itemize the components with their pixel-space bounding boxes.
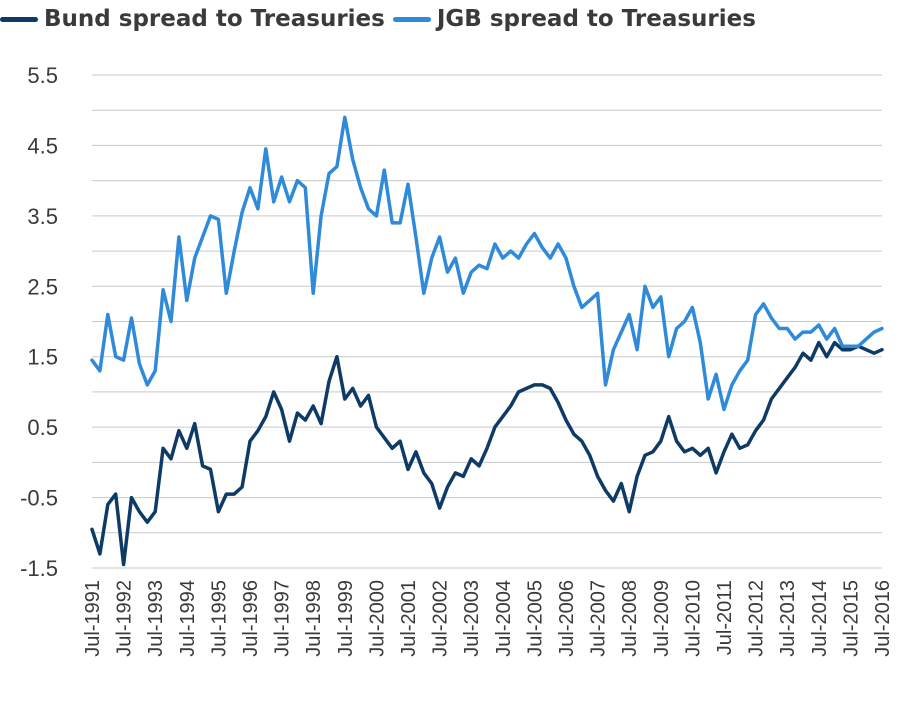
x-tick-label: Jul-2016 — [872, 580, 894, 657]
x-tick-label: Jul-2013 — [777, 580, 799, 657]
x-tick-label: Jul-1994 — [177, 580, 199, 657]
y-tick-label: 2.5 — [27, 274, 58, 299]
legend-swatch-bund — [0, 16, 38, 22]
x-tick-label: Jul-2003 — [461, 580, 483, 657]
x-tick-label: Jul-1999 — [335, 580, 357, 657]
x-tick-label: Jul-1992 — [114, 580, 136, 657]
x-tick-label: Jul-1995 — [208, 580, 230, 657]
y-tick-label: 1.5 — [27, 345, 58, 370]
x-tick-label: Jul-2010 — [682, 580, 704, 657]
legend-item-jgb: JGB spread to Treasuries — [392, 6, 756, 32]
x-tick-label: Jul-2002 — [430, 580, 452, 657]
y-tick-label: 4.5 — [27, 133, 58, 158]
series-line-bund — [90, 340, 884, 567]
x-tick-label: Jul-2007 — [588, 580, 610, 657]
y-tick-label: -1.5 — [20, 556, 58, 581]
x-tick-label: Jul-2008 — [619, 580, 641, 657]
y-tick-label: -0.5 — [20, 486, 58, 511]
x-tick-label: Jul-2012 — [746, 580, 768, 657]
x-tick-label: Jul-1991 — [82, 580, 104, 657]
x-axis: Jul-1991 Jul-1992 Jul-1993 Jul-1994 Jul-1995… — [82, 580, 894, 657]
x-tick-label: Jul-2001 — [398, 580, 420, 657]
x-tick-label: Jul-1996 — [240, 580, 262, 657]
y-axis: 5.5 4.5 3.5 2.5 1.5 0.5 -0.5 -1.5 — [20, 63, 58, 581]
x-tick-label: Jul-2005 — [524, 580, 546, 657]
x-tick-label: Jul-1993 — [145, 580, 167, 657]
series-line-jgb — [90, 115, 884, 412]
y-tick-label: 5.5 — [27, 63, 58, 88]
x-tick-label: Jul-2011 — [714, 580, 736, 655]
y-tick-label: 0.5 — [27, 415, 58, 440]
x-tick-label: Jul-2000 — [366, 580, 388, 657]
x-tick-label: Jul-2014 — [809, 580, 831, 657]
y-tick-label: 3.5 — [27, 204, 58, 229]
x-tick-label: Jul-1998 — [303, 580, 325, 657]
legend-label-bund: Bund spread to Treasuries — [44, 6, 385, 32]
legend-swatch-jgb — [392, 16, 431, 22]
x-tick-label: Jul-1997 — [272, 580, 294, 657]
series-lines — [90, 115, 884, 567]
legend: Bund spread to Treasuries JGB spread to … — [0, 6, 756, 32]
x-tick-label: Jul-2009 — [651, 580, 673, 657]
legend-label-jgb: JGB spread to Treasuries — [436, 6, 756, 32]
legend-item-bund: Bund spread to Treasuries — [0, 6, 385, 32]
gridlines — [92, 74, 882, 569]
x-tick-label: Jul-2015 — [840, 580, 862, 657]
x-tick-label: Jul-2004 — [493, 580, 515, 657]
x-tick-label: Jul-2006 — [556, 580, 578, 657]
